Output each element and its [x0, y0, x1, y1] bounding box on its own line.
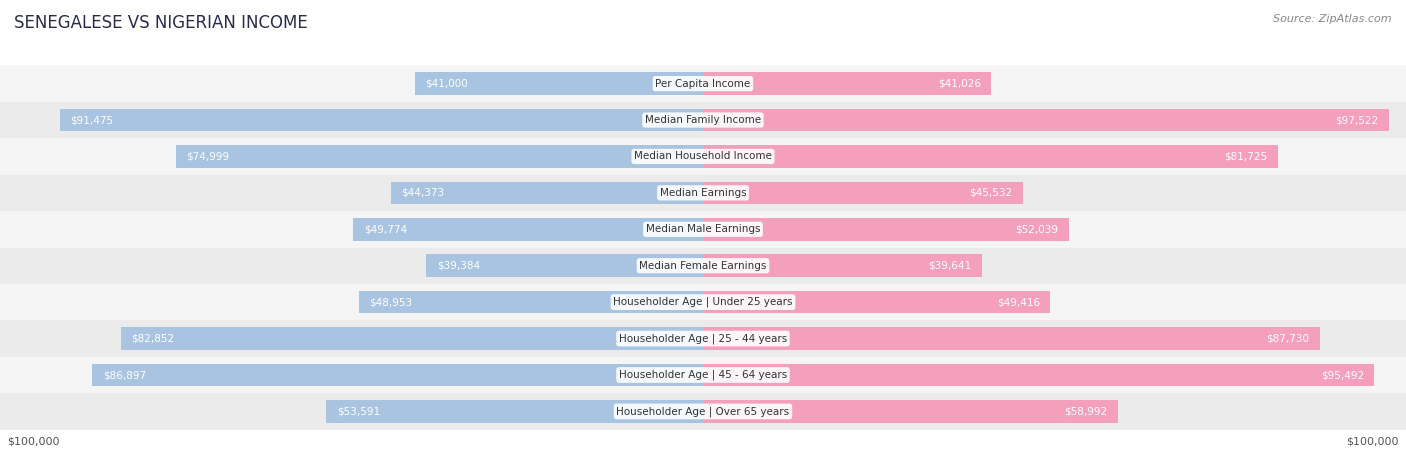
Bar [359, 291, 703, 313]
Bar [176, 145, 703, 168]
Text: $52,039: $52,039 [1015, 224, 1059, 234]
Bar [703, 327, 1320, 350]
Bar [0, 357, 1406, 393]
Text: $49,774: $49,774 [364, 224, 406, 234]
Text: $48,953: $48,953 [370, 297, 412, 307]
Bar [0, 393, 1406, 430]
Bar [0, 138, 1406, 175]
Bar [426, 255, 703, 277]
Text: Median Household Income: Median Household Income [634, 151, 772, 162]
Text: $41,026: $41,026 [938, 78, 981, 89]
Text: $41,000: $41,000 [425, 78, 468, 89]
Text: Per Capita Income: Per Capita Income [655, 78, 751, 89]
Text: $100,000: $100,000 [1347, 437, 1399, 446]
Bar [326, 400, 703, 423]
Bar [703, 255, 981, 277]
Bar [121, 327, 703, 350]
Bar [415, 72, 703, 95]
Bar [703, 400, 1118, 423]
Text: $58,992: $58,992 [1064, 406, 1107, 417]
Text: $39,641: $39,641 [928, 261, 972, 271]
Text: $39,384: $39,384 [437, 261, 479, 271]
Bar [0, 211, 1406, 248]
Text: Householder Age | Over 65 years: Householder Age | Over 65 years [616, 406, 790, 417]
Bar [703, 364, 1374, 386]
Text: $45,532: $45,532 [969, 188, 1012, 198]
Bar [60, 109, 703, 131]
Text: $100,000: $100,000 [7, 437, 59, 446]
Bar [703, 182, 1024, 204]
Text: $53,591: $53,591 [337, 406, 380, 417]
Text: $86,897: $86,897 [103, 370, 146, 380]
Text: Householder Age | 45 - 64 years: Householder Age | 45 - 64 years [619, 370, 787, 380]
Bar [703, 291, 1050, 313]
Bar [703, 218, 1069, 241]
Text: Median Family Income: Median Family Income [645, 115, 761, 125]
Bar [391, 182, 703, 204]
Bar [353, 218, 703, 241]
Text: Source: ZipAtlas.com: Source: ZipAtlas.com [1274, 14, 1392, 24]
Text: Median Male Earnings: Median Male Earnings [645, 224, 761, 234]
Text: SENEGALESE VS NIGERIAN INCOME: SENEGALESE VS NIGERIAN INCOME [14, 14, 308, 32]
Bar [0, 102, 1406, 138]
Text: Median Earnings: Median Earnings [659, 188, 747, 198]
Text: $44,373: $44,373 [402, 188, 444, 198]
Bar [93, 364, 703, 386]
Bar [0, 248, 1406, 284]
Bar [703, 145, 1278, 168]
Text: $82,852: $82,852 [131, 333, 174, 344]
Bar [0, 175, 1406, 211]
Text: Median Female Earnings: Median Female Earnings [640, 261, 766, 271]
Bar [0, 65, 1406, 102]
Text: $91,475: $91,475 [70, 115, 114, 125]
Text: $81,725: $81,725 [1223, 151, 1267, 162]
Text: $97,522: $97,522 [1334, 115, 1378, 125]
Text: $74,999: $74,999 [187, 151, 229, 162]
Text: $49,416: $49,416 [997, 297, 1040, 307]
Bar [703, 72, 991, 95]
Bar [0, 284, 1406, 320]
Text: Householder Age | Under 25 years: Householder Age | Under 25 years [613, 297, 793, 307]
Text: Householder Age | 25 - 44 years: Householder Age | 25 - 44 years [619, 333, 787, 344]
Text: $87,730: $87,730 [1267, 333, 1309, 344]
Bar [0, 320, 1406, 357]
Text: $95,492: $95,492 [1320, 370, 1364, 380]
Bar [703, 109, 1389, 131]
